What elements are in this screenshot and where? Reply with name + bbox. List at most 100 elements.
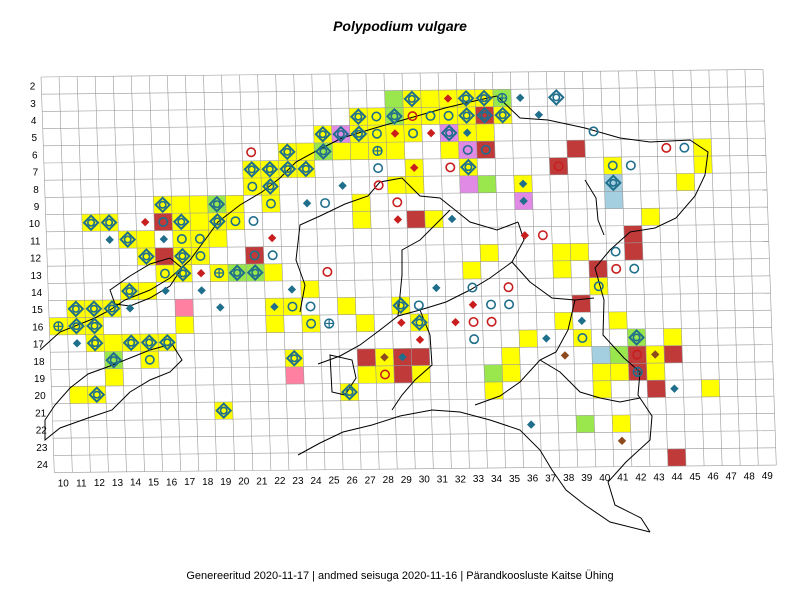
grid-cell — [87, 386, 107, 404]
grid-cell — [283, 297, 302, 316]
grid-cell — [410, 313, 429, 332]
solid-diamond-marker — [398, 352, 407, 362]
grid-line — [329, 73, 344, 470]
grid-line — [185, 75, 199, 472]
column-label: 17 — [184, 477, 196, 488]
solid-diamond-marker — [577, 316, 587, 326]
grid-cell — [137, 247, 156, 266]
grid-line — [654, 70, 669, 467]
grid-cell — [136, 230, 156, 249]
solid-diamond-marker — [447, 214, 457, 224]
circle-marker — [425, 110, 436, 121]
grid-line — [546, 71, 560, 468]
diamond-marker — [243, 161, 261, 178]
circle-marker — [158, 216, 169, 227]
diamond-marker — [349, 108, 367, 126]
circle-marker — [319, 147, 328, 156]
grid-line — [726, 69, 741, 466]
grid-line — [58, 76, 73, 473]
grid-cell — [313, 125, 333, 143]
diamond-marker — [228, 264, 246, 282]
grid-cell — [627, 328, 646, 347]
grid-cell — [367, 125, 387, 143]
grid-cell — [225, 195, 245, 213]
grid-cell — [479, 244, 499, 262]
diamond-marker — [278, 143, 296, 161]
row-label: 19 — [34, 374, 46, 385]
column-label: 32 — [455, 474, 467, 485]
circle-marker — [480, 144, 491, 155]
circle-marker — [145, 338, 154, 347]
circle-marker — [480, 94, 489, 103]
circle-marker — [176, 233, 187, 244]
grid-cell — [314, 142, 333, 161]
diamond-marker — [628, 329, 645, 346]
circle-marker — [91, 339, 100, 348]
circle-marker — [87, 218, 96, 227]
column-label: 30 — [419, 475, 431, 486]
grid-lines — [40, 69, 777, 473]
row-label: 4 — [31, 116, 37, 127]
solid-diamond-marker — [426, 128, 436, 138]
diamond-marker — [476, 106, 494, 124]
grid-cell — [624, 242, 644, 261]
circle-marker — [107, 304, 116, 313]
grid-line — [528, 71, 542, 468]
circle-marker — [464, 163, 473, 172]
grid-cell — [277, 143, 297, 161]
grid-line — [564, 71, 579, 468]
grid-cell — [552, 260, 572, 279]
grid-cell — [604, 191, 624, 209]
column-label: 38 — [563, 473, 575, 484]
solid-diamond-marker — [410, 163, 419, 172]
grid-line — [52, 413, 775, 422]
circle-marker — [123, 235, 132, 244]
diamond-marker — [350, 125, 368, 143]
grid-cell — [349, 107, 368, 126]
column-label: 14 — [130, 478, 142, 489]
grid-line — [221, 75, 236, 471]
column-label: 13 — [112, 478, 124, 489]
grid-cell — [405, 176, 425, 194]
grid-line — [347, 73, 362, 470]
grid-cell — [367, 107, 386, 126]
grid-cell — [243, 177, 262, 196]
circle-marker — [249, 250, 260, 261]
solid-diamond-marker — [159, 234, 169, 244]
grid-cell — [627, 345, 647, 364]
circle-marker — [90, 321, 99, 330]
grid-cell — [484, 381, 504, 400]
grid-line — [42, 103, 765, 112]
grid-cell — [214, 401, 234, 420]
diamond-marker — [86, 317, 103, 335]
solid-diamond-marker — [197, 286, 206, 295]
circle-marker — [629, 263, 640, 274]
grid-cell — [265, 315, 285, 333]
grid-cell — [591, 346, 611, 364]
grid-cell — [589, 277, 609, 295]
grid-cell — [99, 213, 119, 232]
solid-diamond-marker — [468, 300, 478, 309]
grid-cell — [420, 90, 440, 108]
solid-diamond-marker — [393, 215, 403, 224]
circle-marker — [679, 142, 690, 153]
circle-marker — [305, 301, 316, 312]
grid-cell — [67, 317, 86, 335]
diamond-marker — [314, 125, 332, 143]
grid-cell — [588, 260, 608, 278]
diamond-marker — [279, 160, 297, 178]
grid-cell — [502, 364, 521, 382]
column-label: 44 — [671, 472, 683, 483]
grid-cell — [357, 348, 376, 367]
grid-cell — [402, 90, 422, 108]
grid-cell — [552, 243, 571, 261]
column-label: 16 — [166, 477, 178, 488]
grid-cell — [623, 225, 643, 243]
column-label: 26 — [347, 475, 359, 486]
grid-cell — [66, 300, 86, 318]
diamond-marker — [137, 248, 155, 265]
circle-marker — [625, 160, 636, 171]
circle-marker — [109, 356, 118, 365]
circle-marker — [267, 250, 278, 261]
row-label: 11 — [30, 236, 41, 247]
